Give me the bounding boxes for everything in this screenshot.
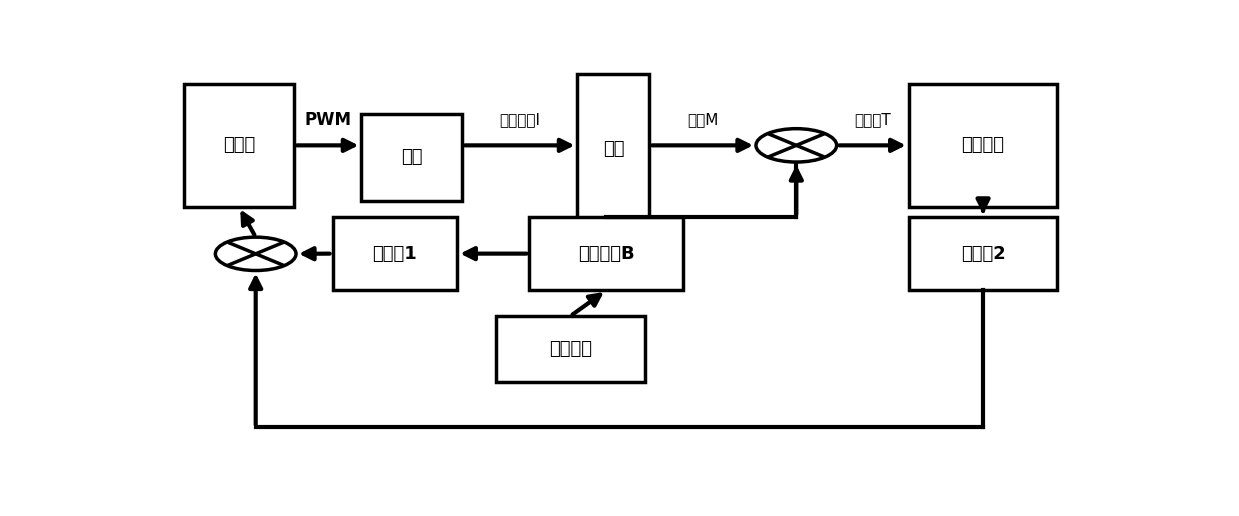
Text: 控制器: 控制器 — [223, 136, 255, 154]
Text: 线圈: 线圈 — [602, 140, 624, 158]
Text: 驱动: 驱动 — [401, 148, 422, 166]
Bar — [577, 74, 649, 225]
Bar — [908, 84, 1058, 207]
Text: 卫星本体: 卫星本体 — [961, 136, 1005, 154]
Text: 磁力矩T: 磁力矩T — [854, 112, 891, 127]
Text: 地球磁场B: 地球磁场B — [577, 245, 634, 263]
Text: 磁强计1: 磁强计1 — [373, 245, 418, 263]
Text: 轨道参数: 轨道参数 — [549, 340, 592, 358]
Text: PWM: PWM — [305, 110, 351, 128]
Text: 控制电流I: 控制电流I — [499, 112, 540, 127]
Text: 磁矩M: 磁矩M — [686, 112, 719, 127]
Circle shape — [216, 237, 296, 270]
Bar — [529, 217, 683, 291]
Bar — [496, 316, 644, 382]
Bar — [183, 84, 294, 207]
Bar — [332, 217, 457, 291]
Bar — [362, 114, 462, 201]
Circle shape — [756, 128, 836, 162]
Bar — [908, 217, 1058, 291]
Text: 磁强计2: 磁强计2 — [960, 245, 1005, 263]
